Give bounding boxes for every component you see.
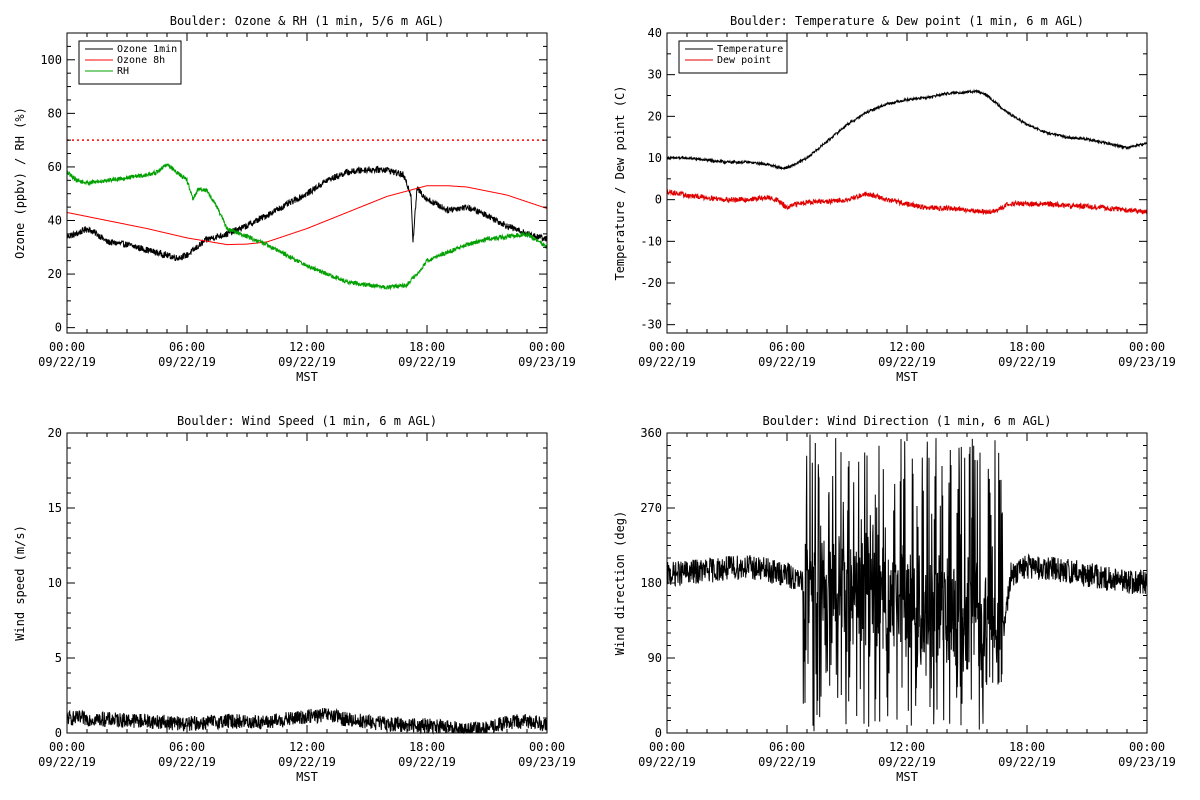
y-tick-label: 100 — [40, 53, 62, 67]
x-tick-label-date: 09/22/19 — [158, 755, 216, 769]
y-tick-label: 10 — [48, 576, 62, 590]
x-tick-label-time: 06:00 — [769, 340, 805, 354]
y-tick-label: -10 — [640, 234, 662, 248]
x-tick-label-date: 09/23/19 — [1118, 355, 1176, 369]
chart-title: Boulder: Ozone & RH (1 min, 5/6 m AGL) — [170, 14, 445, 28]
x-tick-label-date: 09/22/19 — [878, 355, 936, 369]
x-axis-label: MST — [896, 370, 918, 384]
series-line-ozone-1min — [66, 165, 548, 262]
x-tick-label-time: 06:00 — [169, 740, 205, 754]
x-tick-label-time: 12:00 — [289, 740, 325, 754]
x-tick-label-date: 09/22/19 — [398, 355, 456, 369]
x-tick-label-time: 00:00 — [1129, 740, 1165, 754]
x-tick-label-time: 12:00 — [889, 340, 925, 354]
legend-box — [78, 40, 182, 85]
x-tick-label-date: 09/22/19 — [278, 755, 336, 769]
x-tick-label-date: 09/22/19 — [38, 755, 96, 769]
chart-title: Boulder: Wind Direction (1 min, 6 m AGL) — [763, 414, 1052, 428]
x-tick-label-time: 00:00 — [649, 740, 685, 754]
x-tick-label-date: 09/22/19 — [878, 755, 936, 769]
x-tick-label-date: 09/23/19 — [518, 755, 576, 769]
x-axis-label: MST — [296, 370, 318, 384]
x-axis-label: MST — [896, 770, 918, 784]
x-axis-label: MST — [296, 770, 318, 784]
legend-entry: Temperature — [717, 44, 783, 55]
y-tick-label: 60 — [48, 160, 62, 174]
y-tick-label: 10 — [648, 151, 662, 165]
y-axis-label: Ozone (ppbv) / RH (%) — [13, 107, 27, 259]
x-tick-label-time: 06:00 — [769, 740, 805, 754]
y-tick-label: 0 — [655, 726, 662, 740]
legend-box — [678, 40, 788, 74]
y-tick-label: 180 — [640, 576, 662, 590]
x-tick-label-time: 18:00 — [1009, 340, 1045, 354]
y-tick-label: 0 — [55, 321, 62, 335]
x-tick-label-date: 09/22/19 — [638, 755, 696, 769]
x-tick-label-date: 09/22/19 — [398, 755, 456, 769]
x-tick-label-time: 12:00 — [289, 340, 325, 354]
y-tick-label: 15 — [48, 501, 62, 515]
y-tick-label: 80 — [48, 106, 62, 120]
y-tick-label: 20 — [648, 109, 662, 123]
x-tick-label-date: 09/23/19 — [518, 355, 576, 369]
x-tick-label-date: 09/22/19 — [998, 755, 1056, 769]
legend-entry: RH — [117, 66, 129, 77]
x-tick-label-date: 09/22/19 — [638, 355, 696, 369]
series-line-temperature — [666, 88, 1148, 171]
x-tick-label-time: 00:00 — [1129, 340, 1165, 354]
y-tick-label: 30 — [648, 68, 662, 82]
y-tick-label: 40 — [648, 26, 662, 40]
y-tick-label: 0 — [55, 726, 62, 740]
x-tick-label-time: 18:00 — [1009, 740, 1045, 754]
x-tick-label-time: 18:00 — [409, 740, 445, 754]
x-tick-label-date: 09/22/19 — [758, 755, 816, 769]
x-tick-label-date: 09/22/19 — [38, 355, 96, 369]
y-tick-label: 5 — [55, 651, 62, 665]
chart-title: Boulder: Wind Speed (1 min, 6 m AGL) — [177, 414, 437, 428]
y-tick-label: 20 — [48, 267, 62, 281]
y-axis-label: Wind direction (deg) — [613, 511, 627, 656]
x-tick-label-date: 09/22/19 — [278, 355, 336, 369]
x-tick-label-date: 09/22/19 — [158, 355, 216, 369]
y-tick-label: 40 — [48, 214, 62, 228]
y-tick-label: -20 — [640, 276, 662, 290]
chart-title: Boulder: Temperature & Dew point (1 min,… — [730, 14, 1084, 28]
x-tick-label-time: 00:00 — [49, 740, 85, 754]
x-tick-label-date: 09/22/19 — [758, 355, 816, 369]
x-tick-label-time: 06:00 — [169, 340, 205, 354]
x-tick-label-time: 12:00 — [889, 740, 925, 754]
y-tick-label: 90 — [648, 651, 662, 665]
series-line-ozone-8h — [67, 185, 548, 246]
x-tick-label-date: 09/22/19 — [998, 355, 1056, 369]
series-line-rh — [66, 162, 548, 291]
legend-entry: Dew point — [717, 55, 771, 66]
series-line-wind-direction — [666, 434, 1148, 732]
legend-entry: Ozone 8h — [117, 55, 165, 66]
y-axis-label: Temperature / Dew point (C) — [613, 85, 627, 280]
x-tick-label-time: 00:00 — [49, 340, 85, 354]
x-tick-label-time: 18:00 — [409, 340, 445, 354]
y-axis-label: Wind speed (m/s) — [13, 525, 27, 641]
y-tick-label: 0 — [655, 193, 662, 207]
y-tick-label: 360 — [640, 426, 662, 440]
y-tick-label: 270 — [640, 501, 662, 515]
x-tick-label-time: 00:00 — [649, 340, 685, 354]
legend-entry: Ozone 1min — [117, 44, 177, 55]
y-tick-label: -30 — [640, 318, 662, 332]
y-tick-label: 20 — [48, 426, 62, 440]
x-tick-label-time: 00:00 — [529, 740, 565, 754]
plot-frame — [666, 32, 1148, 334]
plot-frame — [66, 432, 548, 734]
series-line-dew-point — [666, 188, 1148, 216]
x-tick-label-time: 00:00 — [529, 340, 565, 354]
x-tick-label-date: 09/23/19 — [1118, 755, 1176, 769]
